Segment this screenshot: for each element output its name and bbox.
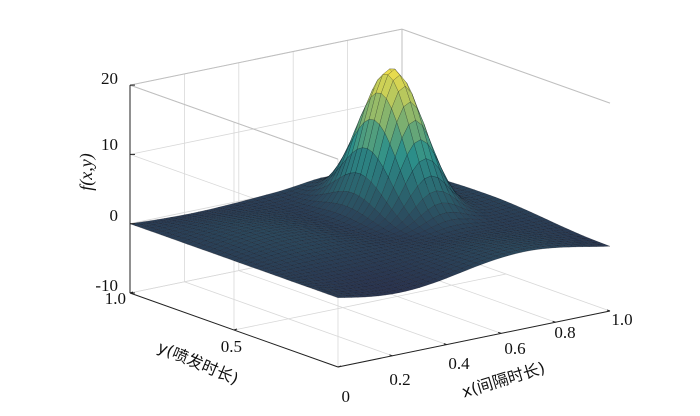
axes-lines: [129, 84, 611, 368]
x-tick-label: 0.8: [554, 323, 575, 342]
pane-edge: [401, 28, 611, 104]
y-tick: [233, 328, 238, 331]
x-tick: [498, 331, 502, 334]
z-axis-label: f(x,y): [76, 153, 97, 190]
pane-edge: [129, 28, 403, 86]
x-tick: [389, 354, 393, 357]
z-tick-label: 10: [101, 135, 118, 154]
pane-edge: [129, 84, 339, 160]
grid-line: [129, 98, 403, 155]
z-tick-label: 20: [101, 69, 118, 88]
x-tick: [552, 320, 556, 323]
y-tick: [337, 365, 342, 368]
x-tick: [443, 343, 447, 346]
y-tick-label: 1.0: [105, 289, 126, 308]
x-tick-label: 1.0: [611, 310, 632, 329]
x-axis-label: x(间隔时长): [460, 358, 548, 401]
x-tick-label: 0.2: [389, 370, 410, 389]
surface-patch: [597, 244, 611, 247]
z-tick-label: -10: [95, 276, 118, 295]
x-tick-label: 0.4: [448, 354, 470, 373]
y-tick-label: 0.5: [221, 337, 242, 356]
y-tick-label: 0: [342, 387, 351, 406]
z-tick-label: 0: [110, 206, 119, 225]
grid-line: [233, 273, 507, 331]
surface-mesh: [129, 68, 611, 298]
x-axis-line: [337, 310, 611, 368]
x-tick-label: 0.6: [504, 339, 525, 358]
x-tick: [606, 309, 611, 312]
